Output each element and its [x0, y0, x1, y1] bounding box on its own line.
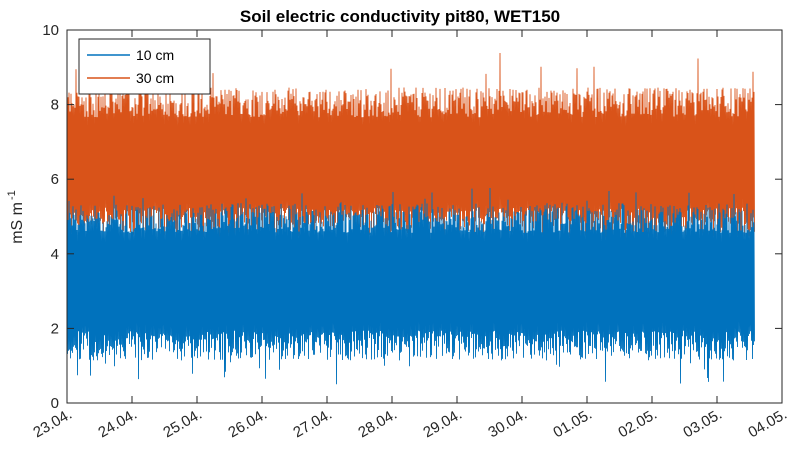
- y-tick-label: 6: [51, 171, 59, 188]
- y-axis-label-text: mS m: [9, 202, 26, 244]
- x-tick-label: 27.04.: [290, 406, 335, 442]
- chart-title: Soil electric conductivity pit80, WET150: [240, 7, 560, 26]
- y-axis-label: mS m -1: [6, 190, 26, 244]
- x-tick-label: 24.04.: [95, 406, 140, 442]
- y-axis-label-superscript: -1: [6, 190, 18, 200]
- x-tick-label: 02.05.: [615, 406, 660, 442]
- legend-label-30cm: 30 cm: [136, 70, 174, 86]
- legend-box: [78, 38, 211, 95]
- x-tick-label: 25.04.: [160, 406, 205, 442]
- y-axis: 0 2 4 6 8 10: [42, 22, 782, 412]
- x-tick-label: 28.04.: [355, 406, 400, 442]
- series-line-30cm: [66, 52, 755, 246]
- legend-label-10cm: 10 cm: [136, 47, 174, 63]
- y-tick-label: 10: [42, 22, 59, 39]
- x-tick-label: 29.04.: [420, 406, 465, 442]
- x-tick-label: 03.05.: [680, 406, 725, 442]
- y-tick-label: 8: [51, 97, 59, 114]
- x-tick-label: 30.04.: [485, 406, 530, 442]
- y-tick-label: 4: [51, 246, 59, 263]
- x-tick-label: 26.04.: [225, 406, 270, 442]
- legend: 10 cm 30 cm: [78, 38, 211, 95]
- series-line-10cm: [66, 187, 755, 385]
- x-tick-label: 01.05.: [550, 406, 595, 442]
- series-layer: [66, 52, 755, 385]
- y-tick-label: 2: [51, 320, 59, 337]
- y-tick-label: 0: [51, 395, 59, 412]
- x-tick-label: 04.05.: [745, 406, 790, 442]
